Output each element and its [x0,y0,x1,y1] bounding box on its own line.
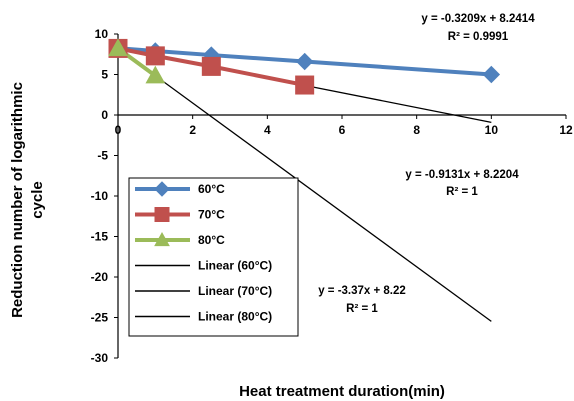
y-tick-label: -10 [91,189,109,203]
data-point-2 [108,38,128,57]
y-tick-label: -20 [91,270,109,284]
legend-label: 60°C [198,182,225,196]
legend-label: Linear (70°C) [198,284,272,298]
y-ticks: 10 5 0 -5 -10 -15 -20 -25 -30 [91,27,118,365]
series-line-1 [117,46,306,87]
y-axis-title-line2: cycle [29,181,46,219]
data-series [108,38,501,95]
legend-swatch-marker [154,231,170,247]
x-tick-label: 8 [413,123,420,137]
legend-item: 60°C [135,181,225,197]
x-axis-title: Heat treatment duration(min) [239,383,445,400]
legend-item: Linear (60°C) [135,259,272,273]
legend-box [128,177,299,337]
data-point-0 [482,65,501,84]
trend-60-r2: R² = 0.9991 [448,31,509,43]
y-tick-label: 0 [101,108,108,122]
legend-swatch-marker [154,207,170,222]
y-tick-label: -5 [97,149,108,163]
legend-item: 80°C [135,231,225,247]
trend-60-equation: y = -0.3209x + 8.2414 [421,13,535,25]
y-tick-label: 10 [95,27,109,41]
y-tick-label: -15 [91,230,109,244]
trend-70-r2: R² = 1 [446,186,478,198]
legend-item: Linear (80°C) [135,310,272,324]
legend-label: 70°C [198,208,225,222]
y-axis-title-line1: Reduction number of logarithmic [9,82,26,318]
x-tick-label: 6 [339,123,346,137]
legend-label: Linear (60°C) [198,259,272,273]
x-tick-label: 4 [264,123,271,137]
x-ticks: 0 2 4 6 8 10 12 [115,115,573,137]
trend-80-equation: y = -3.37x + 8.22 [318,285,406,297]
legend-label: 80°C [198,233,225,247]
legend-item: 70°C [135,207,225,222]
x-tick-label: 12 [559,123,573,137]
data-point-1 [145,46,165,66]
data-point-1 [295,75,315,95]
trendline-2 [117,47,492,322]
data-point-1 [201,56,221,76]
x-tick-label: 0 [115,123,122,137]
y-tick-label: -30 [91,351,109,365]
x-tick-label: 2 [189,123,196,137]
y-tick-label: -25 [91,311,109,325]
y-tick-label: 5 [101,68,108,82]
data-point-0 [295,52,314,71]
legend: 60°C 70°C 80°C Linear (60°C) Linear (70°C) Li… [128,177,299,337]
trend-80-r2: R² = 1 [346,303,378,315]
x-tick-label: 10 [485,123,499,137]
data-point-2 [145,65,166,84]
legend-item: Linear (70°C) [135,284,272,298]
legend-swatch-marker [154,181,170,197]
trend-70-equation: y = -0.9131x + 8.2204 [405,169,519,181]
legend-label: Linear (80°C) [198,310,272,324]
